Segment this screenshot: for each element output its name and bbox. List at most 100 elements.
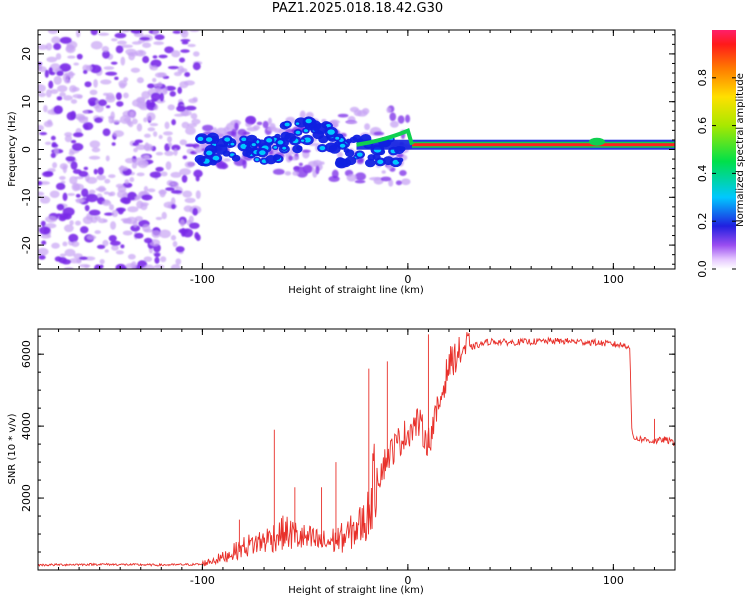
noise-blob bbox=[94, 230, 101, 235]
core-blob-center bbox=[240, 143, 248, 149]
transition-blob bbox=[346, 120, 358, 125]
noise-blob bbox=[185, 105, 197, 111]
noise-blob bbox=[143, 229, 154, 233]
transition-blob bbox=[253, 124, 261, 130]
noise-blob bbox=[94, 215, 101, 221]
noise-blob bbox=[147, 83, 155, 89]
core-blob bbox=[244, 140, 252, 146]
snr-series-line bbox=[38, 332, 675, 567]
core-blob-center bbox=[392, 159, 400, 165]
noise-blob bbox=[188, 215, 194, 224]
transition-blob bbox=[354, 172, 367, 181]
noise-blob bbox=[71, 142, 84, 151]
noise-blob bbox=[135, 144, 146, 151]
noise-blob bbox=[195, 190, 201, 200]
noise-blob bbox=[101, 200, 112, 206]
noise-blob bbox=[72, 132, 84, 138]
noise-blob bbox=[125, 48, 137, 56]
noise-blob bbox=[59, 175, 66, 180]
noise-blob bbox=[98, 99, 107, 107]
noise-blob bbox=[149, 171, 162, 179]
transition-blob bbox=[337, 113, 349, 118]
core-blob-center bbox=[224, 137, 231, 142]
spectrogram-x-tick-label: 100 bbox=[603, 273, 624, 286]
carrier-bump bbox=[588, 137, 605, 146]
noise-blob bbox=[120, 244, 125, 249]
noise-blob bbox=[157, 72, 167, 78]
noise-blob bbox=[171, 144, 181, 151]
noise-blob bbox=[88, 155, 101, 160]
noise-blob bbox=[120, 56, 126, 66]
noise-blob bbox=[183, 205, 193, 213]
noise-blob bbox=[133, 147, 138, 153]
noise-blob bbox=[117, 40, 127, 45]
transition-blob bbox=[242, 159, 247, 169]
noise-blob bbox=[157, 81, 163, 88]
noise-blob bbox=[179, 57, 186, 63]
noise-blob bbox=[76, 94, 83, 99]
transition-blob bbox=[298, 162, 303, 167]
noise-blob bbox=[143, 186, 149, 192]
noise-blob bbox=[39, 196, 51, 204]
noise-blob bbox=[179, 139, 188, 146]
noise-blob bbox=[134, 216, 143, 222]
noise-blob bbox=[177, 65, 185, 74]
noise-blob bbox=[64, 135, 73, 143]
noise-blob bbox=[38, 124, 45, 131]
noise-blob bbox=[105, 155, 110, 162]
noise-blob bbox=[97, 185, 106, 193]
noise-blob bbox=[116, 190, 128, 199]
transition-blob bbox=[299, 110, 306, 120]
core-blob bbox=[334, 157, 348, 169]
core-blob bbox=[231, 154, 241, 162]
noise-blob bbox=[136, 200, 144, 209]
noise-blob bbox=[72, 169, 82, 174]
noise-blob bbox=[193, 51, 200, 57]
spectrogram-y-tick-label: 20 bbox=[20, 47, 33, 61]
noise-blob bbox=[50, 152, 56, 159]
noise-blob bbox=[155, 151, 164, 156]
noise-blob bbox=[182, 155, 188, 160]
noise-blob bbox=[38, 84, 46, 93]
snr-x-tick-label: -100 bbox=[190, 574, 215, 587]
noise-blob bbox=[127, 191, 137, 201]
transition-blob bbox=[399, 169, 407, 177]
colorbar-tick-label: 0.2 bbox=[696, 212, 709, 230]
noise-blob bbox=[115, 250, 125, 255]
noise-blob bbox=[110, 221, 117, 230]
core-blob bbox=[209, 159, 217, 166]
noise-blob bbox=[121, 30, 131, 33]
noise-blob bbox=[158, 54, 168, 59]
noise-blob bbox=[147, 188, 156, 193]
spectrogram-x-tick-label: 0 bbox=[404, 273, 411, 286]
noise-blob bbox=[151, 230, 161, 239]
snr-axes: -100 0 100 2000 4000 6000 bbox=[20, 329, 676, 587]
colorbar-tick-label: 0.6 bbox=[696, 117, 709, 135]
noise-blob bbox=[152, 30, 158, 37]
core-blob-center bbox=[377, 159, 384, 165]
noise-blob bbox=[63, 95, 73, 101]
noise-blob bbox=[94, 264, 102, 269]
noise-blob bbox=[52, 162, 58, 169]
noise-blob bbox=[44, 170, 54, 176]
noise-blob bbox=[143, 264, 155, 269]
noise-blob bbox=[68, 70, 74, 79]
noise-blob bbox=[45, 223, 57, 229]
noise-blob bbox=[172, 240, 178, 248]
noise-blob bbox=[59, 36, 72, 44]
transition-blob bbox=[380, 176, 392, 182]
noise-blob bbox=[53, 75, 62, 85]
noise-blob bbox=[167, 104, 175, 111]
noise-blob bbox=[86, 193, 98, 203]
noise-blob bbox=[48, 80, 54, 89]
noise-blob bbox=[84, 204, 90, 212]
noise-blob bbox=[117, 208, 124, 215]
noise-blob bbox=[184, 72, 191, 78]
noise-blob bbox=[122, 219, 128, 224]
noise-blob bbox=[153, 252, 161, 257]
noise-blob bbox=[185, 126, 196, 135]
transition-blob bbox=[293, 166, 300, 172]
noise-blob bbox=[85, 64, 93, 72]
noise-blob bbox=[115, 45, 124, 54]
core-blob-center bbox=[251, 143, 256, 147]
